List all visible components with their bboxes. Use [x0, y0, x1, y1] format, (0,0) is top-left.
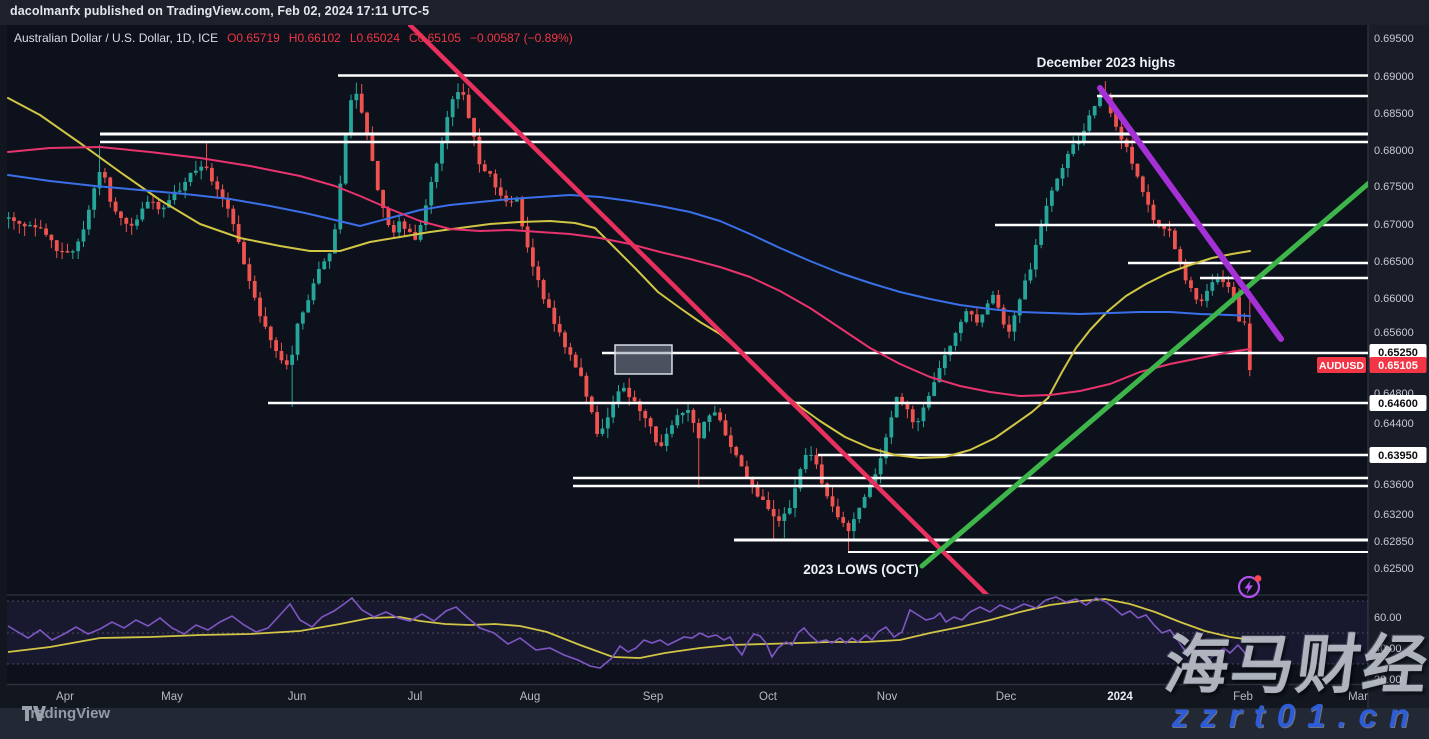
price-line-label-box	[1369, 344, 1427, 360]
svg-text:0.65105: 0.65105	[1378, 360, 1418, 372]
rsi-line	[7, 596, 1253, 669]
price-tick-label: 0.64400	[1374, 418, 1414, 430]
rsi-tick-label: 20.00	[1374, 674, 1402, 686]
price-line-label-box	[1369, 447, 1427, 463]
svg-text:0.63950: 0.63950	[1378, 450, 1418, 462]
price-tick-label: 0.69500	[1374, 33, 1414, 45]
price-tick-label: 0.68500	[1374, 108, 1414, 120]
time-axis[interactable]: Apr May Jun Jul Aug Sep Oct Nov Dec 2024 Feb Mar	[56, 691, 1368, 703]
annotation-label: 2023 LOWS (OCT)	[803, 562, 919, 577]
price-axis-line-ticks	[1361, 74, 1368, 553]
symbol-badge	[1317, 357, 1366, 373]
range-box-drawing[interactable]	[614, 344, 673, 375]
price-tick-label: 0.66500	[1374, 256, 1414, 268]
price-tick-label: 0.69000	[1374, 71, 1414, 83]
price-tick-label: 0.62500	[1374, 563, 1414, 575]
jan-downtrend-line	[1097, 85, 1284, 342]
time-tick-label: May	[161, 691, 183, 703]
price-tick-label: 0.66000	[1374, 293, 1414, 305]
ma-crimson	[7, 146, 1251, 397]
price-tick-label: 0.67000	[1374, 219, 1414, 231]
horizontal-level-lines[interactable]	[100, 74, 1368, 553]
time-tick-label: 2024	[1107, 691, 1133, 703]
uptrend-line	[919, 180, 1368, 569]
chart-annotations: December 2023 highs 2023 LOWS (OCT)	[803, 55, 1175, 577]
rsi-axis[interactable]: 60.00 40.00 20.00	[1374, 612, 1402, 686]
price-line-label-box	[1369, 395, 1427, 411]
price-tick-label: 0.65600	[1374, 327, 1414, 339]
chart-background	[0, 25, 1429, 739]
downtrend-line-2023	[407, 25, 990, 594]
last-price-box	[1369, 357, 1427, 373]
time-tick-label: Jul	[408, 691, 423, 703]
annotation-label: December 2023 highs	[1037, 55, 1176, 70]
time-tick-label: Feb	[1233, 691, 1253, 703]
svg-text:AUDUSD: AUDUSD	[1319, 360, 1364, 372]
flash-circle-icon[interactable]	[1236, 572, 1264, 600]
price-tick-label: 0.63600	[1374, 479, 1414, 491]
main-price-pane[interactable]: December 2023 highs 2023 LOWS (OCT)	[7, 25, 1369, 598]
price-tick-label: 0.62850	[1374, 536, 1414, 548]
notification-dot	[1254, 575, 1262, 582]
svg-text:0.65250: 0.65250	[1378, 347, 1418, 359]
price-tick-label: 0.68000	[1374, 145, 1414, 157]
svg-text:0.64600: 0.64600	[1378, 398, 1418, 410]
ma-blue	[7, 174, 1251, 317]
time-tick-label: Jun	[288, 691, 307, 703]
time-tick-label: Apr	[56, 691, 74, 703]
time-tick-label: Dec	[996, 691, 1017, 703]
trend-line-drawings[interactable]	[407, 25, 1369, 598]
time-tick-label: Oct	[759, 691, 778, 703]
time-tick-label: Mar	[1348, 691, 1368, 703]
price-axis[interactable]: 0.69500 0.69000 0.68500 0.68000 0.67500 0.670…	[1317, 33, 1427, 575]
rsi-pane[interactable]	[7, 596, 1368, 669]
price-tick-label: 0.63200	[1374, 509, 1414, 521]
time-tick-label: Aug	[520, 691, 540, 703]
time-tick-label: Nov	[877, 691, 898, 703]
rsi-tick-label: 60.00	[1374, 612, 1402, 624]
lightning-bolt-icon	[1244, 580, 1253, 594]
price-tick-label: 0.67500	[1374, 181, 1414, 193]
rsi-tick-label: 40.00	[1374, 643, 1402, 655]
time-tick-label: Sep	[643, 691, 663, 703]
